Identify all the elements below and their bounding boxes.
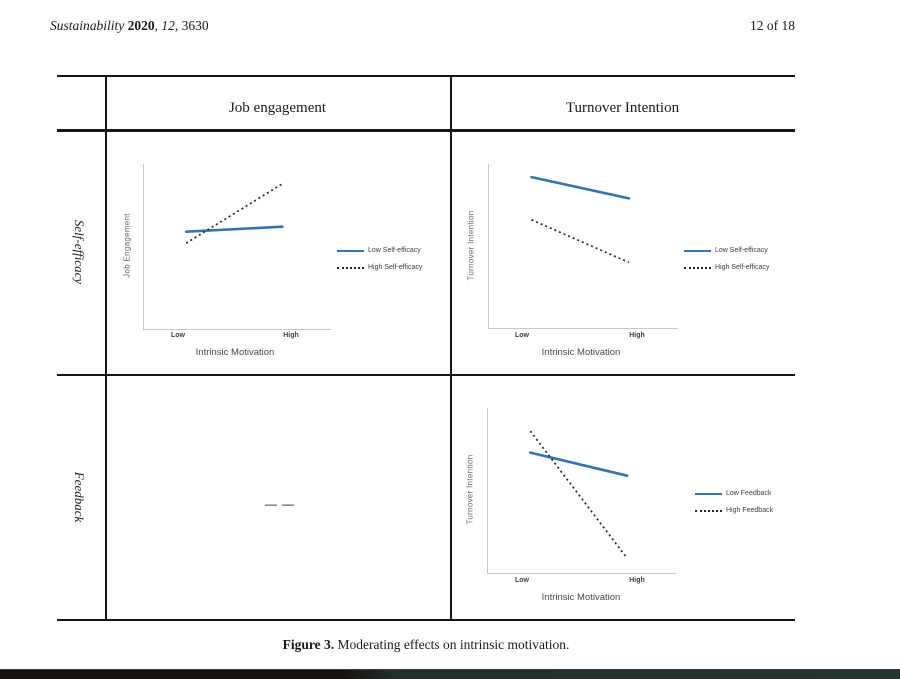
x-tick-low: Low — [515, 577, 529, 584]
legend-item-high: High Self-efficacy — [684, 259, 769, 276]
figure-caption-label: Figure 3. — [282, 637, 335, 652]
table-vertical-rule-left — [105, 75, 107, 621]
legend-item-high: High Self-efficacy — [337, 259, 422, 276]
y-axis-label: Turnover Intention — [466, 210, 476, 281]
series-lines — [184, 183, 284, 244]
x-axis-label: Intrinsic Motivation — [541, 347, 621, 358]
plot-area — [143, 164, 331, 330]
dotted-line-swatch — [695, 509, 722, 512]
dotted-line-swatch — [684, 266, 711, 269]
plot-area — [488, 164, 678, 329]
row-header-self-efficacy: Self-efficacy — [72, 219, 87, 285]
journal-article-number: , 3630 — [174, 18, 209, 33]
row-header-feedback: Feedback — [72, 471, 87, 523]
dotted-line-swatch — [337, 266, 364, 269]
chart-self-efficacy-job-engagement: Job Engagement Low High Intrinsic Motiva… — [105, 130, 450, 375]
table-vertical-rule-middle — [450, 75, 452, 621]
series-lines — [528, 430, 629, 559]
x-axis-label: Intrinsic Motivation — [541, 592, 621, 603]
legend: Low Self-efficacy High Self-efficacy — [684, 242, 769, 276]
solid-line-swatch — [695, 492, 722, 495]
x-tick-low: Low — [171, 332, 185, 339]
legend: Low Feedback High Feedback — [695, 485, 773, 519]
not-significant-marker: — — — [265, 497, 295, 511]
column-header-job-engagement: Job engagement — [228, 100, 327, 116]
chart-feedback-turnover-intention: Turnover Intention Low High Intrinsic Mo… — [450, 375, 795, 620]
legend-item-low: Low Feedback — [695, 485, 773, 502]
journal-citation: Sustainability 2020, 12, 3630 — [50, 18, 209, 33]
column-header-turnover-intention: Turnover Intention — [565, 100, 680, 116]
solid-line-swatch — [684, 249, 711, 252]
plot-area — [487, 408, 676, 574]
x-axis-label: Intrinsic Motivation — [195, 347, 275, 358]
chart-self-efficacy-turnover-intention: Turnover Intention Low High Intrinsic Mo… — [450, 130, 795, 375]
figure-caption-text: Moderating effects on intrinsic motivati… — [334, 637, 570, 652]
legend-item-low: Low Self-efficacy — [684, 242, 769, 259]
table-header-rule — [57, 129, 795, 132]
y-axis-label: Turnover Intention — [465, 454, 475, 525]
legend-item-high: High Feedback — [695, 502, 773, 519]
journal-name: Sustainability — [50, 18, 125, 33]
x-tick-low: Low — [515, 332, 529, 339]
table-bottom-rule — [57, 619, 795, 621]
legend-item-low: Low Self-efficacy — [337, 242, 422, 259]
solid-line-swatch — [337, 249, 364, 252]
window-bottom-edge — [0, 669, 900, 679]
page-number: 12 of 18 — [750, 18, 795, 33]
x-tick-high: High — [629, 332, 645, 339]
x-tick-high: High — [283, 332, 299, 339]
series-lines — [530, 175, 631, 264]
legend: Low Self-efficacy High Self-efficacy — [337, 242, 422, 276]
journal-volume: 12 — [161, 18, 175, 33]
x-tick-high: High — [629, 577, 645, 584]
figure-caption: Figure 3. Moderating effects on intrinsi… — [57, 637, 795, 653]
journal-year: 2020 — [127, 18, 155, 33]
y-axis-label: Job Engagement — [122, 213, 132, 278]
table-top-rule — [57, 75, 795, 77]
table-mid-rule — [57, 374, 795, 376]
